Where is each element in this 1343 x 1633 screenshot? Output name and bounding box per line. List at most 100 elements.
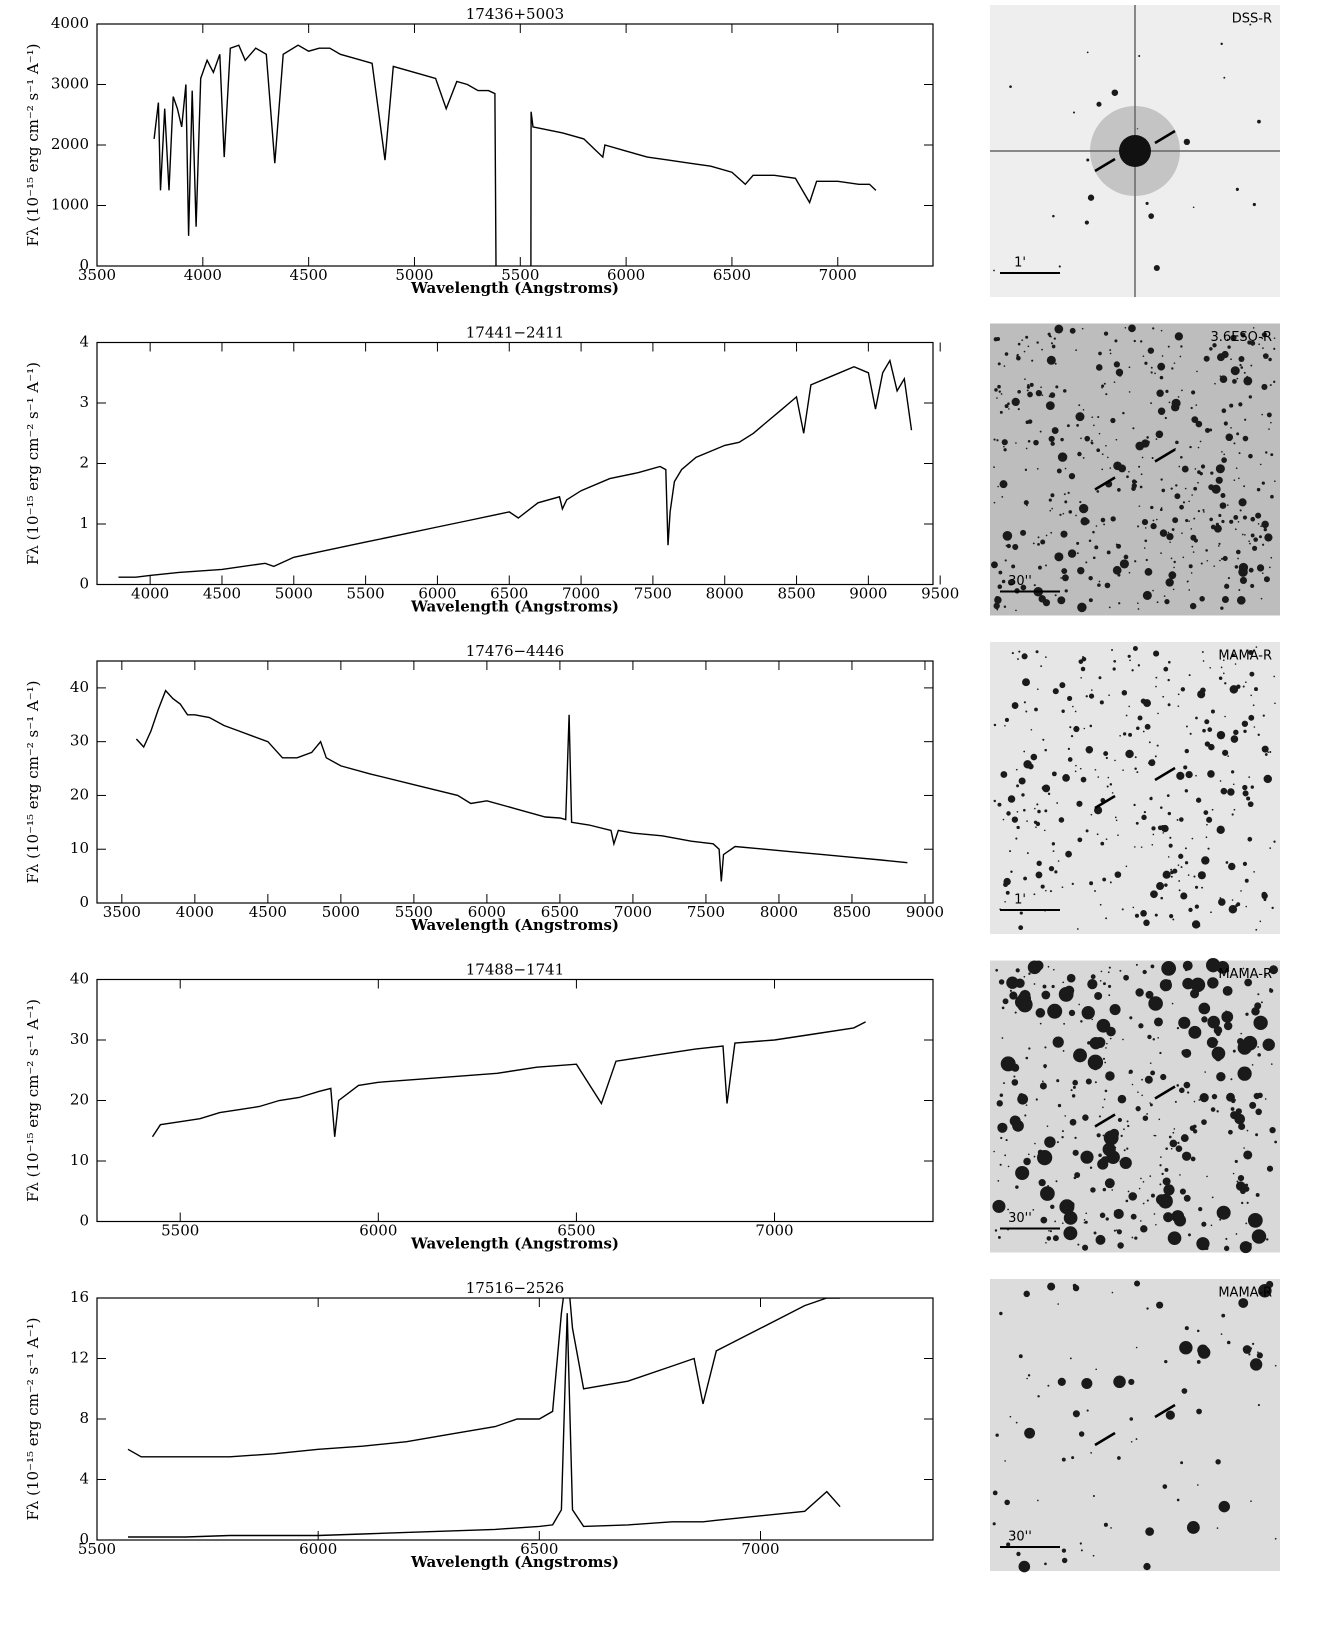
star [1205,427,1211,433]
star [1003,1082,1005,1085]
star [1233,729,1239,736]
star [1074,770,1077,773]
star [1069,1357,1072,1360]
star [1102,1134,1105,1137]
star [1228,862,1236,871]
star [1104,1178,1115,1189]
star [1017,658,1019,660]
star [1080,776,1087,783]
y-tick-label: 20 [70,1091,89,1109]
star [1090,813,1093,816]
star [1101,468,1104,471]
star [1024,378,1026,381]
star [1158,1118,1161,1121]
star [1193,517,1196,520]
star [1001,1037,1004,1039]
star [1165,1410,1175,1420]
star [1199,1092,1209,1103]
star [1128,732,1133,737]
star [1250,785,1254,789]
star [1179,504,1184,510]
star [1142,1202,1145,1205]
chart-title: 17516−2526 [466,1279,564,1297]
star [1131,1236,1134,1239]
star [1152,1038,1155,1041]
star [1057,1377,1066,1386]
star [1077,1052,1087,1062]
star [1059,682,1066,689]
star [1012,543,1019,551]
star [1099,700,1104,705]
star [1041,348,1043,351]
star [1251,1007,1260,1016]
star [1128,705,1130,708]
y-tick-label: 2000 [51,135,89,153]
star [1085,561,1088,564]
star [1257,1351,1259,1353]
star [1199,596,1205,602]
star [1002,530,1013,541]
star [1241,533,1244,536]
star [1004,724,1006,727]
star [1230,1107,1235,1111]
star [1004,1499,1010,1506]
star [1274,480,1276,483]
star [1054,362,1057,365]
star [1056,802,1059,804]
star [1243,371,1246,374]
star [1210,1224,1213,1227]
star [1127,1124,1130,1128]
star [1219,1218,1222,1221]
star [1113,1375,1126,1389]
star [1009,989,1012,992]
star [1006,1542,1011,1547]
star [1008,408,1010,410]
star [1273,347,1276,350]
x-tick-label: 6000 [359,1222,397,1240]
star [1084,220,1089,225]
star [1140,1177,1142,1180]
star [1164,1167,1169,1172]
star [1003,445,1005,448]
star [1106,550,1111,555]
star [1133,339,1136,343]
star [1178,1016,1191,1029]
star [1191,545,1194,548]
star [1030,728,1033,731]
star [1274,1140,1277,1144]
star [1119,1156,1132,1170]
star [1054,1220,1057,1223]
star [1269,965,1279,975]
star [1152,519,1155,522]
star [1252,1342,1255,1345]
star [1067,747,1071,751]
star [1065,850,1072,858]
star [1103,751,1109,757]
star [1221,596,1229,604]
star [1011,1063,1020,1072]
star [1083,727,1086,730]
star [1128,1378,1135,1386]
star [1048,1229,1050,1232]
star [1261,745,1269,753]
star [1271,906,1274,910]
star [1257,1404,1260,1407]
star [1061,574,1069,582]
star [1117,1456,1121,1460]
star [1236,596,1246,605]
star [1221,1010,1234,1023]
star [1046,1236,1052,1241]
star [1094,768,1097,771]
star [1104,1061,1107,1064]
star [1123,974,1129,981]
star [1167,703,1171,707]
star [1225,968,1230,973]
star [1062,774,1070,782]
star [1003,448,1007,452]
star [1218,1500,1231,1513]
star [1055,1180,1058,1183]
star [1179,1087,1185,1094]
star [1247,801,1254,808]
star [1149,1175,1152,1177]
star [1007,579,1015,586]
